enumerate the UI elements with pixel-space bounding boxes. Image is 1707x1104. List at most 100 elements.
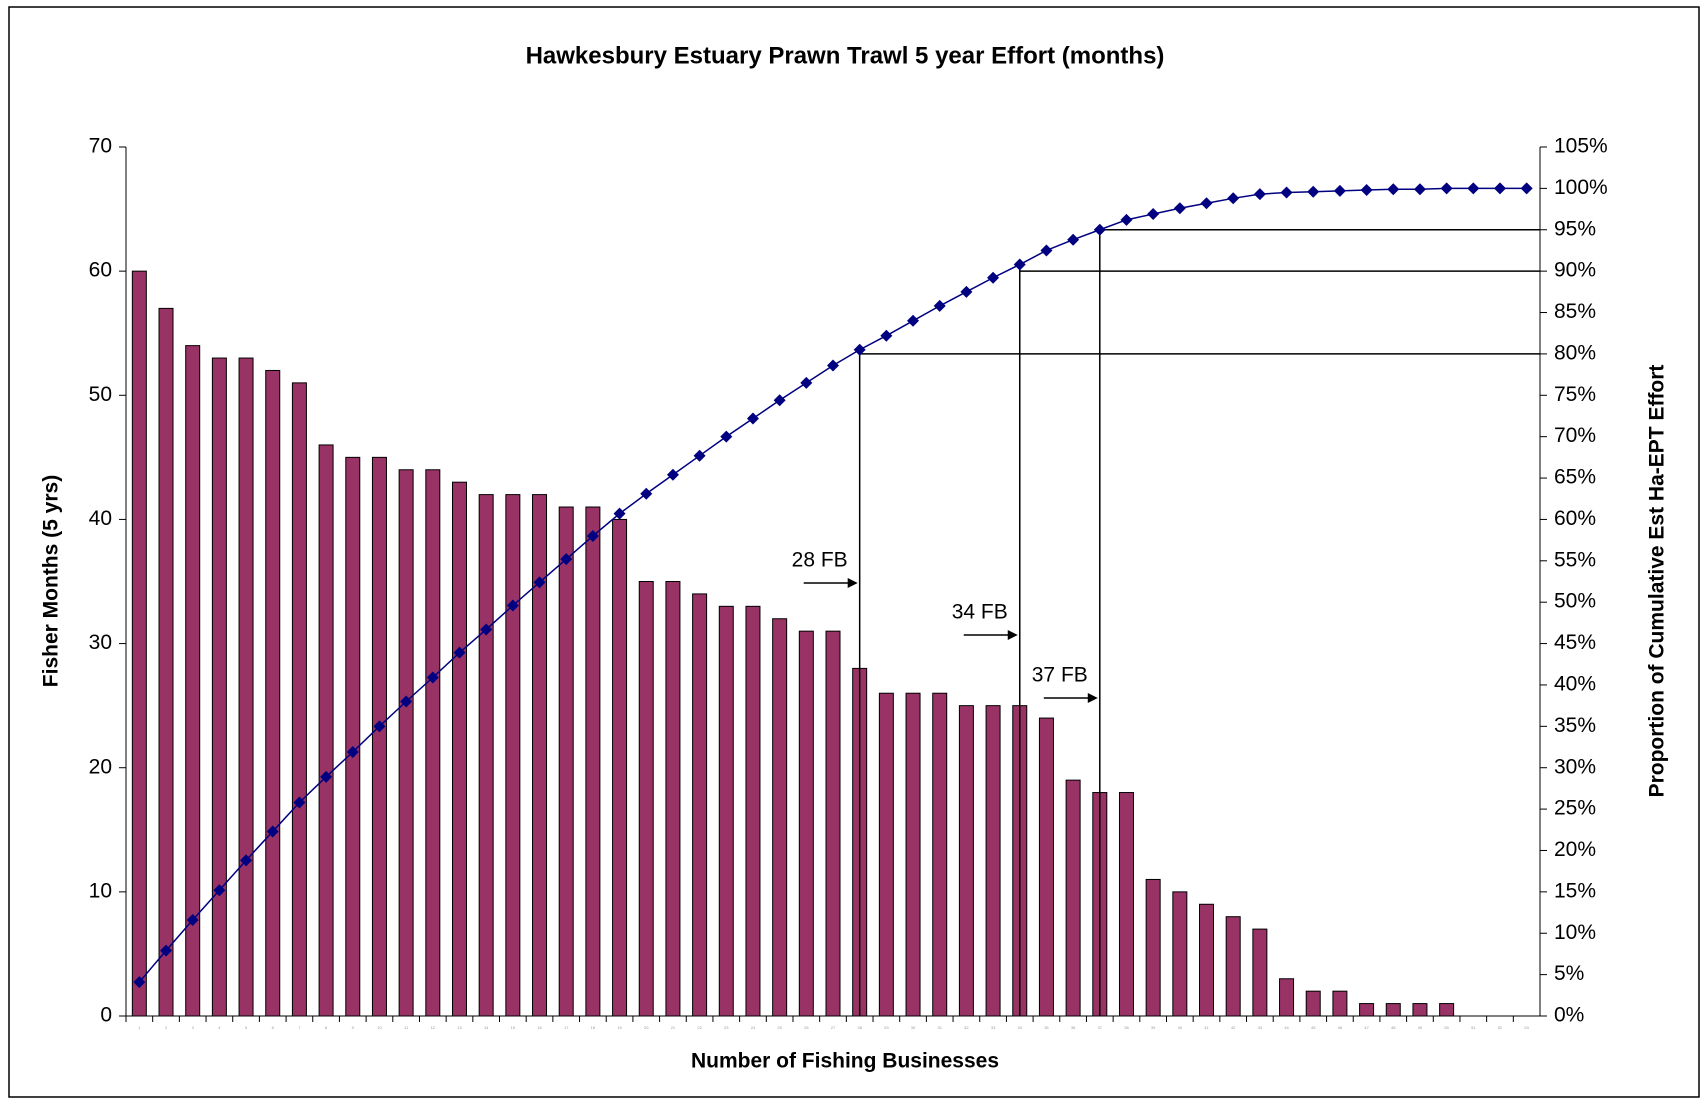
x-tick-label: 22 bbox=[697, 1025, 702, 1030]
line-marker bbox=[400, 695, 413, 708]
line-marker bbox=[1040, 244, 1053, 257]
annotation-label: 28 FB bbox=[792, 549, 848, 572]
bar bbox=[798, 630, 814, 1017]
y2-tick-label: 55% bbox=[1554, 548, 1596, 571]
line-marker bbox=[640, 487, 653, 500]
x-tick-label: 16 bbox=[537, 1025, 542, 1030]
bar bbox=[1065, 779, 1081, 1017]
y-tick-label: 20 bbox=[89, 755, 112, 778]
annotation-arrowhead bbox=[1087, 693, 1098, 703]
x-tick-label: 23 bbox=[724, 1025, 729, 1030]
line-marker bbox=[1307, 185, 1320, 198]
bar bbox=[345, 456, 361, 1017]
bar bbox=[1385, 1003, 1401, 1017]
bar bbox=[825, 630, 841, 1017]
line-marker bbox=[1067, 233, 1080, 246]
x-axis-title: Number of Fishing Businesses bbox=[691, 1050, 999, 1073]
x-tick-label: 48 bbox=[1391, 1025, 1396, 1030]
x-tick-label: 39 bbox=[1151, 1025, 1156, 1030]
line-marker bbox=[506, 599, 519, 612]
line-marker bbox=[480, 623, 493, 636]
bar bbox=[291, 382, 307, 1017]
bar bbox=[1038, 717, 1054, 1017]
line-marker bbox=[1333, 184, 1346, 197]
line-marker bbox=[160, 944, 173, 957]
bar bbox=[451, 481, 467, 1017]
line-marker bbox=[693, 449, 706, 462]
bar bbox=[505, 494, 521, 1017]
line-marker bbox=[666, 468, 679, 481]
y2-tick-label: 105% bbox=[1554, 135, 1608, 158]
line-marker bbox=[1493, 182, 1506, 195]
line-marker bbox=[533, 576, 546, 589]
x-tick-label: 38 bbox=[1124, 1025, 1129, 1030]
x-tick-label: 40 bbox=[1178, 1025, 1183, 1030]
x-tick-label: 37 bbox=[1098, 1025, 1103, 1030]
x-tick-label: 8 bbox=[325, 1025, 328, 1030]
x-tick-label: 21 bbox=[671, 1025, 676, 1030]
line-marker bbox=[1200, 197, 1213, 210]
line-marker bbox=[1387, 183, 1400, 196]
bar bbox=[878, 692, 894, 1017]
bar bbox=[265, 369, 281, 1017]
line-marker bbox=[800, 376, 813, 389]
x-tick-label: 27 bbox=[831, 1025, 836, 1030]
y2-tick-label: 90% bbox=[1554, 259, 1596, 282]
bar bbox=[958, 705, 974, 1017]
x-tick-label: 1 bbox=[138, 1025, 141, 1030]
x-tick-label: 20 bbox=[644, 1025, 649, 1030]
chart-title: Hawkesbury Estuary Prawn Trawl 5 year Ef… bbox=[526, 42, 1165, 69]
line-marker bbox=[987, 271, 1000, 284]
line-marker bbox=[960, 285, 973, 298]
bar bbox=[131, 270, 147, 1017]
line-marker bbox=[453, 646, 466, 659]
line-marker bbox=[720, 430, 733, 443]
y-tick-label: 10 bbox=[89, 879, 112, 902]
bar bbox=[905, 692, 921, 1017]
y2-tick-label: 45% bbox=[1554, 631, 1596, 654]
x-tick-label: 29 bbox=[884, 1025, 889, 1030]
x-tick-label: 52 bbox=[1498, 1025, 1503, 1030]
y2-tick-label: 70% bbox=[1554, 424, 1596, 447]
x-tick-label: 28 bbox=[857, 1025, 862, 1030]
line-marker bbox=[853, 343, 866, 356]
annotation-arrowhead bbox=[847, 578, 858, 588]
x-tick-label: 25 bbox=[777, 1025, 782, 1030]
x-tick-label: 26 bbox=[804, 1025, 809, 1030]
x-tick-label: 42 bbox=[1231, 1025, 1236, 1030]
bar bbox=[558, 506, 574, 1017]
y2-tick-label: 60% bbox=[1554, 507, 1596, 530]
bar bbox=[612, 518, 628, 1017]
x-tick-label: 35 bbox=[1044, 1025, 1049, 1030]
y2-tick-label: 50% bbox=[1554, 590, 1596, 613]
y-tick-label: 30 bbox=[89, 631, 112, 654]
x-tick-label: 4 bbox=[218, 1025, 221, 1030]
x-tick-label: 19 bbox=[617, 1025, 622, 1030]
y2-tick-label: 80% bbox=[1554, 341, 1596, 364]
bar bbox=[1439, 1003, 1455, 1017]
line-marker bbox=[1093, 223, 1106, 236]
y2-tick-label: 15% bbox=[1554, 879, 1596, 902]
bar bbox=[1332, 990, 1348, 1017]
bar bbox=[1305, 990, 1321, 1017]
bar bbox=[1279, 978, 1295, 1017]
line-marker bbox=[320, 770, 333, 783]
y-tick-label: 40 bbox=[89, 507, 112, 530]
line-marker bbox=[1173, 202, 1186, 215]
line-marker bbox=[1467, 182, 1480, 195]
bar bbox=[371, 456, 387, 1017]
annotation-label: 34 FB bbox=[952, 601, 1008, 624]
x-tick-label: 33 bbox=[991, 1025, 996, 1030]
y2-tick-label: 0% bbox=[1554, 1004, 1584, 1027]
x-tick-label: 34 bbox=[1018, 1025, 1023, 1030]
bar bbox=[1145, 878, 1161, 1017]
line-marker bbox=[346, 745, 359, 758]
x-tick-label: 24 bbox=[751, 1025, 756, 1030]
bar bbox=[318, 444, 334, 1017]
x-tick-label: 13 bbox=[457, 1025, 462, 1030]
line-marker bbox=[186, 913, 199, 926]
line-marker bbox=[133, 976, 146, 989]
x-tick-label: 11 bbox=[404, 1025, 409, 1030]
chart-border bbox=[8, 6, 1700, 1098]
